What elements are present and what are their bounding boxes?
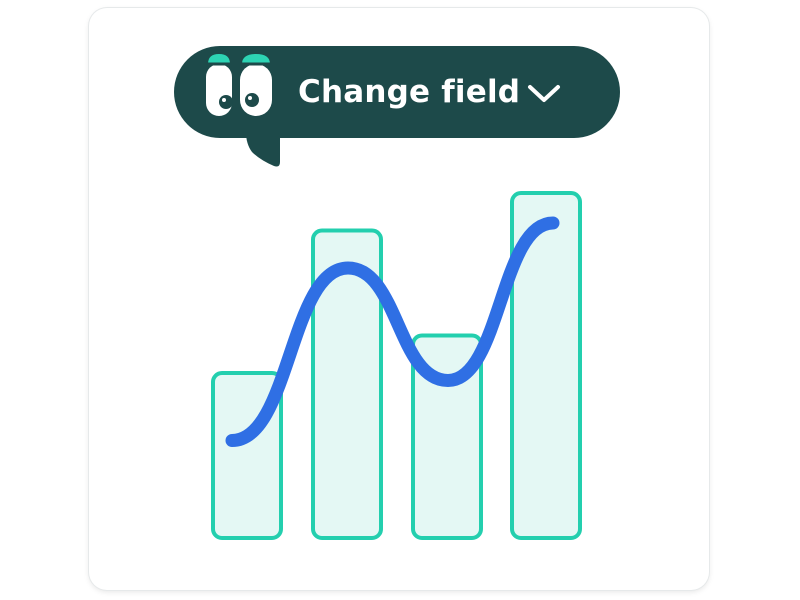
change-field-label: Change field (298, 74, 521, 110)
cartoon-eyes-icon (206, 54, 272, 116)
chart-bar (411, 333, 483, 540)
speech-bubble-tail (246, 132, 280, 167)
chevron-down-icon[interactable] (526, 80, 562, 106)
chart-bar (311, 228, 383, 540)
chart-trend-line (225, 216, 560, 447)
chart-bar (510, 191, 582, 540)
